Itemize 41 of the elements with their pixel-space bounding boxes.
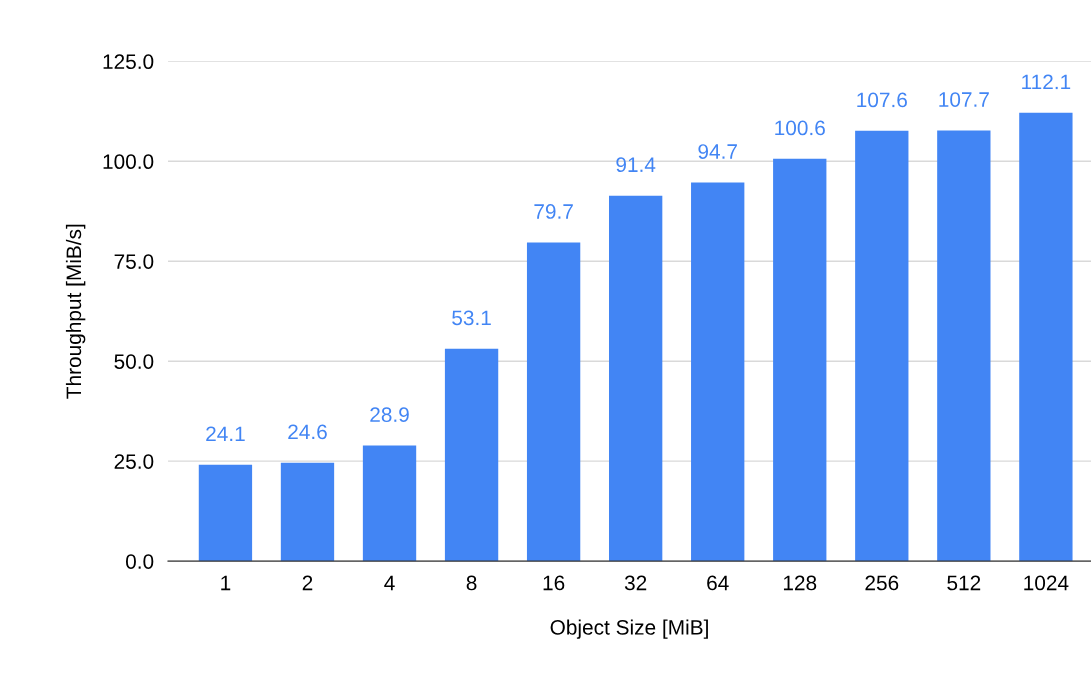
data-label: 100.6 xyxy=(775,120,825,136)
data-label: 112.1 xyxy=(1022,74,1071,90)
y-tick-label: 25.0 xyxy=(114,454,154,469)
y-tick-label: 75.0 xyxy=(114,254,154,269)
x-tick-label: 8 xyxy=(466,575,477,591)
x-tick-label: 32 xyxy=(624,575,647,591)
data-label: 24.6 xyxy=(288,424,327,440)
bar xyxy=(444,348,499,562)
y-tick-label: 125.0 xyxy=(103,54,154,70)
data-label: 79.7 xyxy=(534,204,573,219)
x-tick-label: 4 xyxy=(384,575,395,591)
bar xyxy=(526,242,581,562)
y-tick-label: 50.0 xyxy=(114,354,154,369)
x-tick-label: 512 xyxy=(947,575,981,591)
y-axis-title: Throughput [MiB/s] xyxy=(65,224,86,399)
x-tick-label: 2 xyxy=(302,575,313,591)
data-label: 28.9 xyxy=(370,407,409,423)
x-tick-label: 256 xyxy=(865,575,899,591)
data-label: 94.7 xyxy=(698,144,737,159)
bar xyxy=(773,158,827,562)
bar xyxy=(691,182,745,562)
x-axis-title: Object Size [MiB] xyxy=(550,619,708,639)
bar xyxy=(198,464,253,562)
bar xyxy=(609,195,663,562)
data-label: 24.1 xyxy=(206,426,245,441)
x-tick-label: 64 xyxy=(707,575,729,591)
data-label: 107.7 xyxy=(939,92,989,107)
data-label: 107.6 xyxy=(857,92,907,108)
bar xyxy=(280,462,335,562)
x-tick-label: 16 xyxy=(543,575,565,591)
data-label: 91.4 xyxy=(616,157,656,173)
x-tick-label: 128 xyxy=(783,575,817,591)
bar xyxy=(362,445,417,562)
y-tick-label: 100.0 xyxy=(103,154,154,170)
x-tick-label: 1 xyxy=(221,575,231,591)
bar xyxy=(937,130,991,562)
x-tick-label: 1024 xyxy=(1024,575,1069,591)
bar xyxy=(1019,112,1073,562)
bar xyxy=(855,130,909,562)
data-label: 53.1 xyxy=(452,310,491,326)
y-tick-label: 0.0 xyxy=(125,554,154,569)
